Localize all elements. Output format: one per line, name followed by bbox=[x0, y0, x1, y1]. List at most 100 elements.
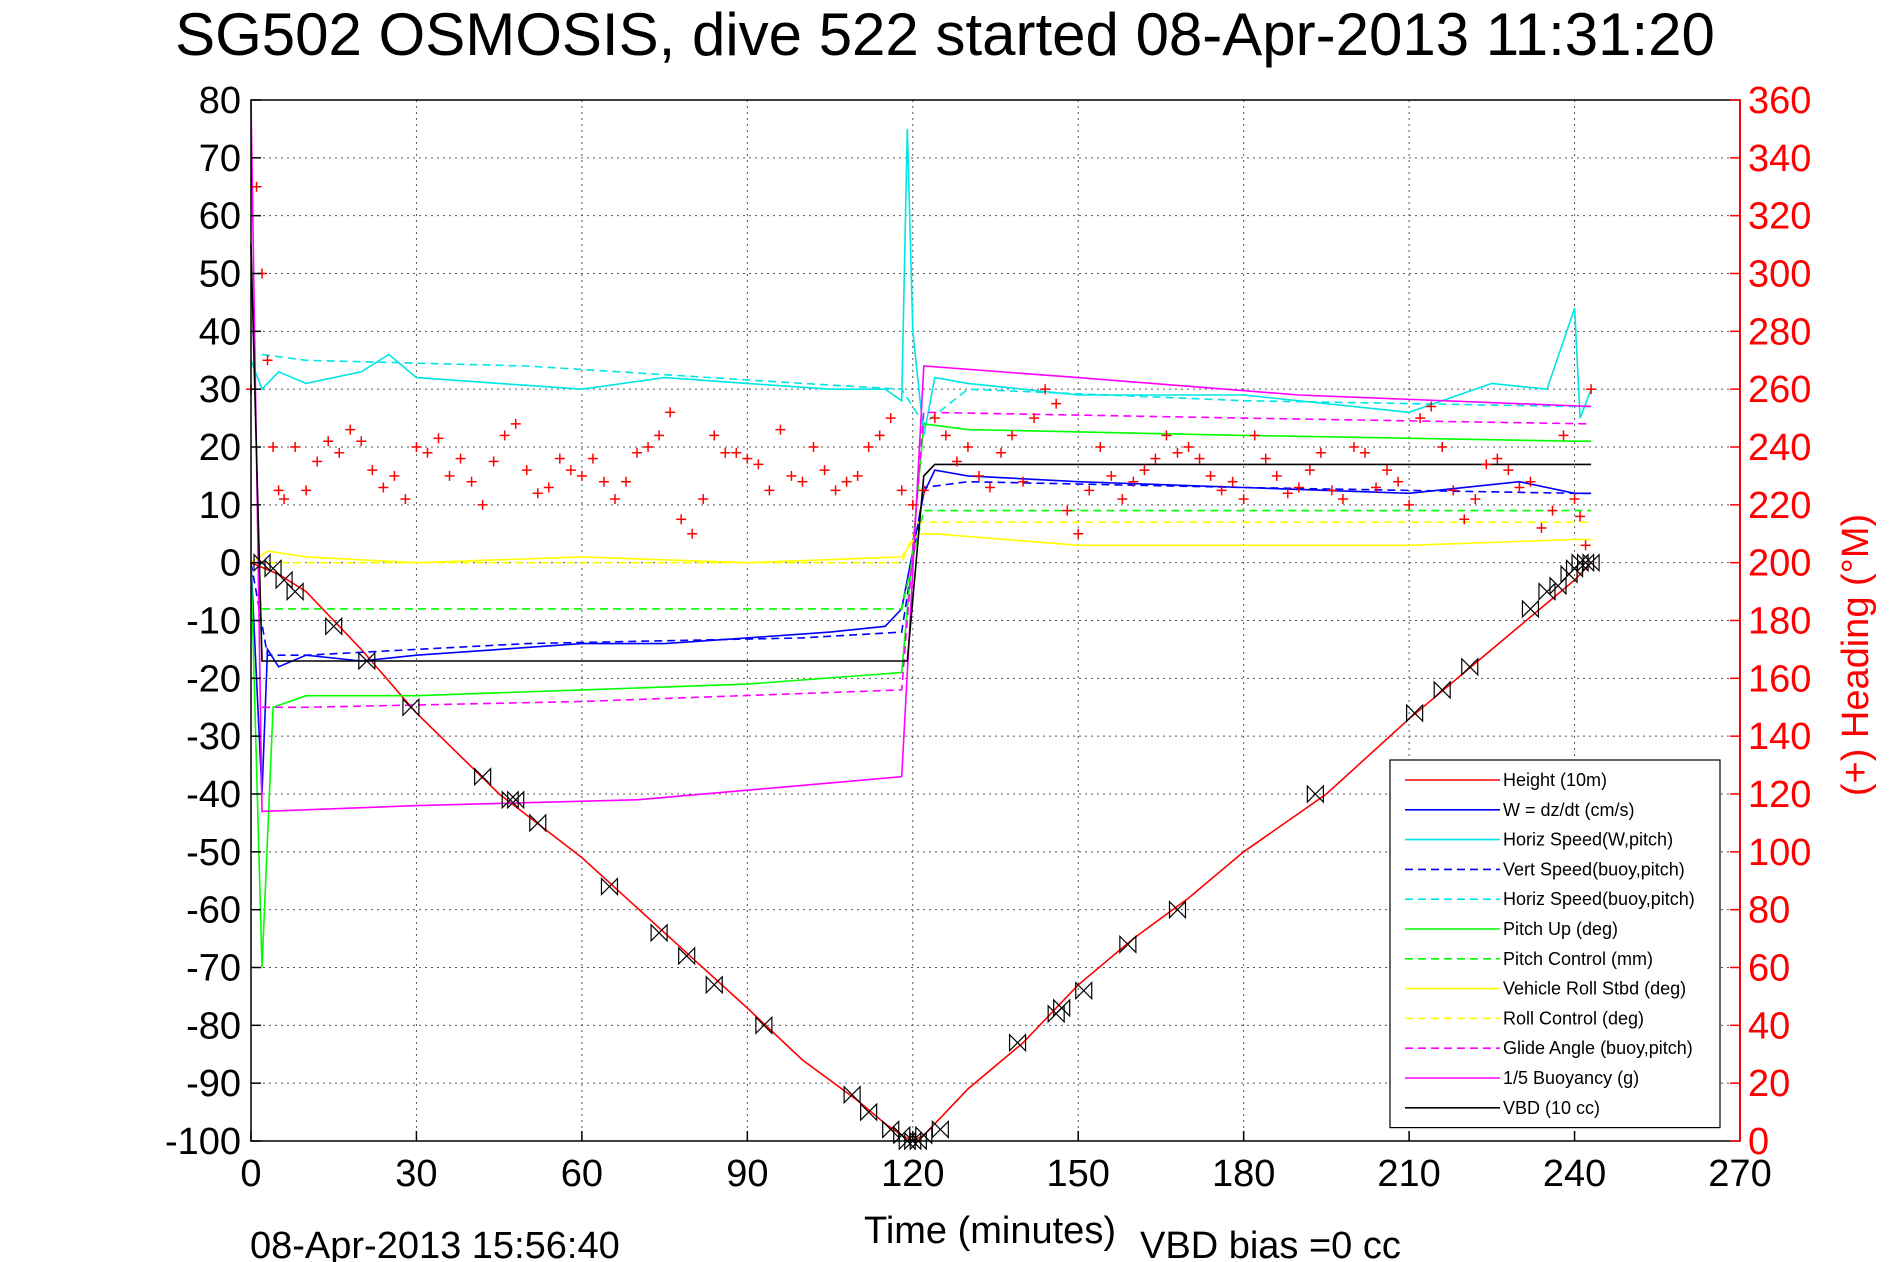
series-line-5 bbox=[250, 422, 1592, 968]
heading-point bbox=[312, 456, 323, 467]
heading-point bbox=[1359, 447, 1370, 458]
heading-point bbox=[742, 453, 753, 464]
x-tick-label: 120 bbox=[881, 1153, 944, 1195]
vbd-marker bbox=[1119, 934, 1137, 954]
vbd-marker bbox=[1053, 998, 1071, 1018]
footer-timestamp: 08-Apr-2013 15:56:40 bbox=[250, 1225, 620, 1262]
y2-tick-label: 360 bbox=[1748, 80, 1811, 122]
x-axis-ticks: 0 30 60 90 120 150 180 210 240 270 bbox=[240, 1131, 1772, 1195]
heading-point bbox=[279, 494, 290, 505]
y2-tick-label: 0 bbox=[1748, 1121, 1769, 1163]
vbd-marker bbox=[843, 1085, 861, 1105]
x-tick-label: 210 bbox=[1377, 1153, 1440, 1195]
heading-point bbox=[918, 485, 929, 496]
y2-axis-label: (+) Heading (°M) bbox=[1835, 514, 1877, 796]
heading-point bbox=[996, 447, 1007, 458]
heading-point bbox=[797, 476, 808, 487]
heading-point bbox=[731, 447, 742, 458]
vbd-marker bbox=[931, 1119, 949, 1139]
legend-entry: Pitch Control (mm) bbox=[1503, 949, 1653, 969]
heading-point bbox=[1558, 430, 1569, 441]
vbd-marker bbox=[860, 1102, 878, 1122]
heading-point bbox=[1040, 384, 1051, 395]
vbd-marker bbox=[1306, 784, 1324, 804]
y-tick-label: -10 bbox=[186, 601, 241, 643]
heading-point bbox=[1029, 413, 1040, 424]
footer-vbd-bias: VBD bias =0 cc bbox=[1140, 1225, 1401, 1262]
heading-point bbox=[929, 413, 940, 424]
legend-entry: W = dz/dt (cm/s) bbox=[1503, 800, 1635, 820]
y-axis-ticks: 80 70 60 50 40 30 20 10 0 -10 -20 -30 -40 -50 -60 -70 -8… bbox=[165, 80, 261, 1163]
series-line-3 bbox=[250, 480, 1592, 657]
y2-tick-label: 260 bbox=[1748, 369, 1811, 411]
y2-tick-label: 300 bbox=[1748, 254, 1811, 296]
heading-point bbox=[1547, 505, 1558, 516]
vbd-marker bbox=[1406, 703, 1424, 723]
heading-point bbox=[1315, 447, 1326, 458]
vbd-marker bbox=[600, 877, 619, 896]
heading-point bbox=[1084, 485, 1095, 496]
y-tick-label: 10 bbox=[199, 485, 241, 527]
x-tick-label: 270 bbox=[1708, 1153, 1771, 1195]
y-tick-label: -90 bbox=[186, 1063, 241, 1105]
heading-point bbox=[1260, 453, 1271, 464]
heading-point bbox=[1337, 494, 1348, 505]
heading-point bbox=[576, 470, 587, 481]
y-tick-label: 80 bbox=[199, 80, 241, 122]
vbd-marker-layer bbox=[253, 553, 1600, 1151]
heading-point bbox=[1470, 494, 1481, 505]
vbd-marker bbox=[325, 616, 343, 636]
heading-point bbox=[1569, 494, 1580, 505]
y2-tick-label: 280 bbox=[1748, 311, 1811, 353]
legend-entry: Glide Angle (buoy,pitch) bbox=[1503, 1038, 1693, 1058]
heading-point bbox=[1371, 482, 1382, 493]
heading-point bbox=[1575, 511, 1586, 522]
heading-point bbox=[654, 430, 665, 441]
heading-point bbox=[1227, 476, 1238, 487]
heading-point bbox=[1404, 499, 1415, 510]
vbd-marker bbox=[1075, 981, 1093, 1001]
heading-point bbox=[389, 470, 400, 481]
heading-point bbox=[643, 442, 654, 452]
heading-point bbox=[466, 476, 477, 487]
heading-point bbox=[764, 485, 775, 496]
heading-point bbox=[1293, 482, 1304, 493]
heading-point bbox=[598, 476, 609, 487]
heading-point bbox=[676, 514, 687, 525]
y-tick-label: 30 bbox=[199, 369, 241, 411]
legend-entry: Pitch Up (deg) bbox=[1503, 919, 1618, 939]
heading-point bbox=[1205, 470, 1216, 481]
heading-point bbox=[1139, 465, 1150, 476]
heading-point bbox=[521, 465, 532, 476]
vbd-marker bbox=[705, 975, 723, 995]
heading-point bbox=[400, 494, 411, 505]
y2-tick-label: 200 bbox=[1748, 543, 1811, 585]
x-tick-label: 180 bbox=[1212, 1153, 1275, 1195]
heading-point bbox=[1415, 413, 1426, 424]
heading-point bbox=[334, 447, 345, 458]
heading-point bbox=[1326, 485, 1337, 496]
y2-tick-label: 180 bbox=[1748, 601, 1811, 643]
heading-point bbox=[1249, 430, 1260, 441]
vbd-marker bbox=[1433, 680, 1451, 700]
heading-point bbox=[1172, 447, 1183, 458]
heading-point bbox=[323, 436, 334, 447]
y-tick-label: 40 bbox=[199, 311, 241, 353]
heading-point bbox=[1348, 442, 1359, 452]
heading-point bbox=[1282, 488, 1293, 499]
heading-point bbox=[841, 476, 852, 487]
chart-title: SG502 OSMOSIS, dive 522 started 08-Apr-2… bbox=[175, 1, 1715, 68]
heading-point bbox=[1382, 465, 1393, 476]
heading-point bbox=[1007, 430, 1018, 441]
x-tick-label: 240 bbox=[1543, 1153, 1606, 1195]
heading-point bbox=[455, 453, 466, 464]
heading-point bbox=[1150, 453, 1161, 464]
heading-point bbox=[698, 494, 709, 505]
grid bbox=[251, 100, 1740, 1141]
heading-point bbox=[885, 413, 896, 424]
series-line-6 bbox=[262, 509, 1592, 610]
y-tick-label: -30 bbox=[186, 716, 241, 758]
y-tick-label: -50 bbox=[186, 832, 241, 874]
heading-point bbox=[687, 528, 698, 539]
series-layer bbox=[250, 99, 1592, 1142]
